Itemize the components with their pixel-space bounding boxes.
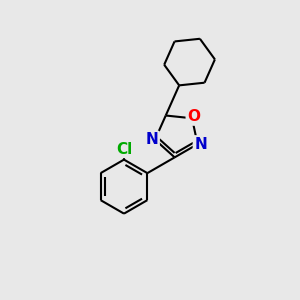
- Text: Cl: Cl: [116, 142, 132, 157]
- Text: N: N: [194, 137, 207, 152]
- Text: N: N: [146, 132, 158, 147]
- Text: O: O: [187, 109, 200, 124]
